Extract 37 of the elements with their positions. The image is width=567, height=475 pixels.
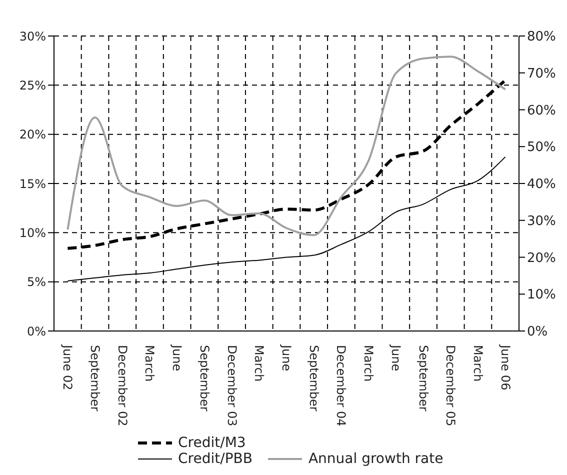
y2-tick-label: 0% xyxy=(527,324,548,340)
x-tick-label: June xyxy=(280,344,294,372)
x-tick-label: June 02 xyxy=(60,344,75,390)
x-tick-label: September xyxy=(197,345,212,412)
line-series xyxy=(66,56,506,236)
y2-tick-label: 10% xyxy=(527,288,556,303)
y2-tick-label: 20% xyxy=(527,250,556,266)
y-tick-label: 25% xyxy=(19,78,46,92)
legend-label: Credit/PBB xyxy=(178,451,252,467)
y-tick-label: 30% xyxy=(19,29,46,44)
y-tick-label: 10% xyxy=(19,226,46,240)
x-tick-label: March xyxy=(142,345,157,382)
legend-label: Annual growth rate xyxy=(308,451,444,467)
y-tick-label: 0% xyxy=(26,324,46,338)
y2-tick-label: 60% xyxy=(527,103,556,118)
x-tick-label: March xyxy=(252,345,266,382)
y2-tick-label: 70% xyxy=(527,66,556,82)
y2-tick-label: 30% xyxy=(527,214,556,229)
y2-tick-label: 40% xyxy=(527,177,556,192)
x-tick-label: September xyxy=(416,345,430,412)
x-tick-label: March xyxy=(362,345,376,382)
x-tick-label: December 03 xyxy=(224,345,239,426)
y-tick-label: 20% xyxy=(19,128,46,142)
x-tick-label: December 02 xyxy=(115,345,130,426)
x-tick-label: September xyxy=(306,345,321,412)
x-tick-label: June xyxy=(170,344,184,372)
x-tick-label: December 04 xyxy=(334,345,348,426)
x-tick-label: September xyxy=(88,345,102,412)
y-tick-label: 5% xyxy=(26,275,46,290)
y-tick-label: 15% xyxy=(19,176,46,191)
x-tick-label: December 05 xyxy=(444,345,458,426)
legend-label: Credit/M3 xyxy=(178,435,246,451)
x-tick-label: March xyxy=(470,345,485,382)
y2-tick-label: 80% xyxy=(527,30,556,45)
y2-tick-label: 50% xyxy=(527,140,556,156)
x-tick-label: June xyxy=(388,344,403,372)
x-tick-label: June 06 xyxy=(498,344,512,390)
